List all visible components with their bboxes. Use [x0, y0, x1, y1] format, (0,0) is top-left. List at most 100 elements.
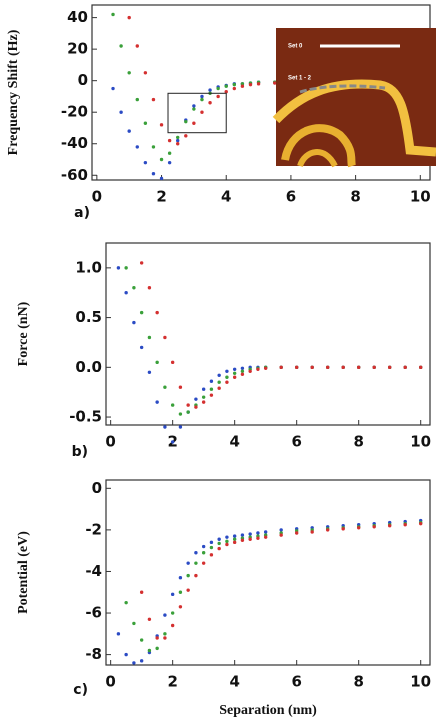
data-point: [341, 527, 344, 530]
data-point: [200, 111, 203, 114]
x-tick-label: 10: [410, 673, 431, 691]
data-point: [202, 400, 205, 403]
data-point: [179, 576, 182, 579]
data-point: [127, 129, 130, 132]
data-point: [372, 366, 375, 369]
data-point: [233, 376, 236, 379]
data-point: [256, 531, 259, 534]
data-point: [136, 98, 139, 101]
data-point: [160, 158, 163, 161]
data-point: [256, 368, 259, 371]
data-point: [127, 16, 130, 19]
data-point: [171, 624, 174, 627]
y-tick-label: -4: [85, 562, 102, 580]
y-tick-label: 0: [78, 71, 88, 89]
data-point: [210, 553, 213, 556]
data-point: [200, 95, 203, 98]
data-point: [372, 525, 375, 528]
y-tick-label: 1.0: [75, 258, 102, 276]
data-point: [163, 386, 166, 389]
plot-frame: [106, 480, 430, 665]
data-point: [279, 366, 282, 369]
data-point: [152, 98, 155, 101]
data-point: [225, 540, 228, 543]
data-point: [155, 647, 158, 650]
x-tick-label: 6: [291, 673, 301, 691]
y-tick-label: 0.5: [75, 308, 102, 326]
data-point: [136, 145, 139, 148]
data-point: [249, 83, 252, 86]
data-point: [233, 87, 236, 90]
data-point: [176, 139, 179, 142]
x-tick-label: 10: [410, 188, 431, 206]
data-point: [264, 530, 267, 533]
data-point: [357, 366, 360, 369]
data-point: [127, 71, 130, 74]
zoom-box: [168, 93, 226, 132]
y-tick-label: 40: [67, 8, 88, 26]
data-point: [326, 366, 329, 369]
x-tick-label: 8: [353, 673, 363, 691]
data-point: [216, 87, 219, 90]
x-tick-label: 6: [291, 433, 301, 451]
y-tick-label: -0.5: [69, 408, 102, 426]
data-point: [202, 551, 205, 554]
x-tick-label: 4: [221, 188, 231, 206]
data-point: [225, 381, 228, 384]
data-point: [216, 95, 219, 98]
x-tick-label: 8: [353, 433, 363, 451]
data-point: [194, 405, 197, 408]
data-point: [148, 649, 151, 652]
data-point: [168, 151, 171, 154]
y-axis-title: Potential (eV): [16, 531, 31, 614]
data-point: [217, 374, 220, 377]
data-point: [403, 523, 406, 526]
data-point: [256, 537, 259, 540]
data-point: [202, 545, 205, 548]
data-point: [124, 653, 127, 656]
data-point: [171, 403, 174, 406]
data-point: [208, 101, 211, 104]
data-point: [132, 321, 135, 324]
data-point: [179, 605, 182, 608]
data-point: [233, 83, 236, 86]
data-point: [117, 632, 120, 635]
data-point: [119, 111, 122, 114]
data-point: [171, 611, 174, 614]
panel-label: a): [74, 205, 90, 221]
data-point: [171, 440, 174, 443]
data-point: [168, 139, 171, 142]
data-point: [210, 541, 213, 544]
x-tick-label: 8: [350, 188, 360, 206]
data-point: [192, 104, 195, 107]
data-point: [179, 386, 182, 389]
data-point: [225, 535, 228, 538]
data-point: [225, 84, 228, 87]
data-point: [163, 636, 166, 639]
x-tick-label: 0: [105, 673, 115, 691]
data-point: [171, 361, 174, 364]
data-point: [233, 534, 236, 537]
data-point: [241, 539, 244, 542]
data-point: [233, 538, 236, 541]
x-tick-label: 10: [410, 433, 431, 451]
data-point: [163, 425, 166, 428]
data-point: [184, 120, 187, 123]
data-point: [403, 366, 406, 369]
data-point: [233, 368, 236, 371]
data-point: [124, 601, 127, 604]
data-point: [132, 661, 135, 664]
data-point: [194, 551, 197, 554]
data-point: [419, 366, 422, 369]
data-point: [248, 370, 251, 373]
data-point: [241, 84, 244, 87]
data-point: [295, 366, 298, 369]
data-point: [241, 367, 244, 370]
data-point: [176, 142, 179, 145]
data-point: [241, 373, 244, 376]
data-point: [217, 381, 220, 384]
x-tick-label: 6: [286, 188, 296, 206]
data-point: [160, 177, 163, 180]
y-axis-title: Frequency Shift (Hz): [6, 29, 21, 155]
data-point: [357, 526, 360, 529]
